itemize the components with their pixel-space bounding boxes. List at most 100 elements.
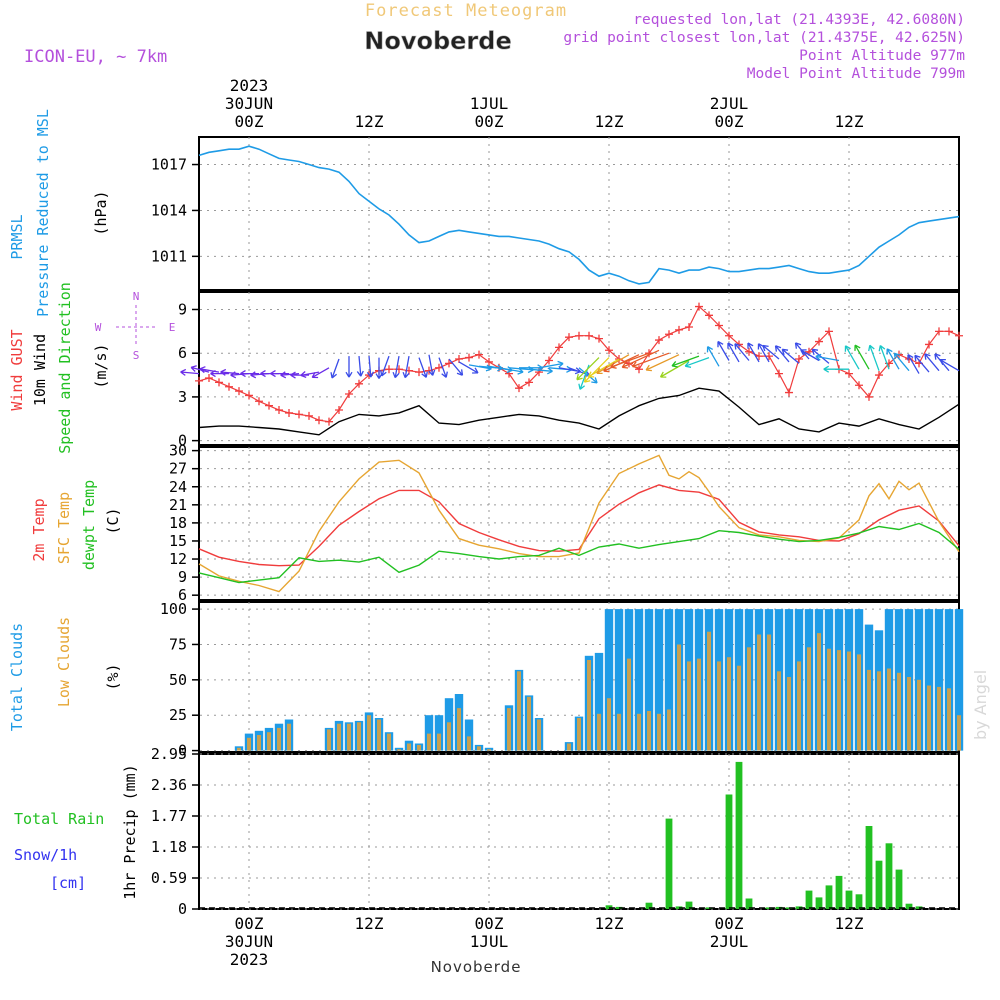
gust-marker: [825, 327, 833, 336]
bar-low-clouds: [867, 669, 871, 751]
bar-precip: [665, 818, 673, 909]
wind-arrow: [583, 357, 610, 383]
bar-total-clouds: [644, 609, 654, 751]
bar-low-clouds: [287, 723, 291, 751]
wind-arrow: [907, 354, 920, 374]
wind-arrow: [402, 355, 410, 379]
bar-low-clouds: [517, 671, 521, 751]
wind-arrow: [645, 354, 680, 372]
wind-arrow: [811, 348, 830, 364]
bar-total-clouds: [604, 609, 614, 751]
gust-marker: [855, 381, 863, 390]
bar-low-clouds: [367, 715, 371, 751]
y-tick-label: 3: [178, 388, 187, 406]
wind-arrow: [330, 358, 340, 379]
bar-low-clouds: [387, 733, 391, 751]
bar-low-clouds: [957, 715, 961, 751]
y-tick-label: 25: [169, 706, 187, 724]
bar-precip: [895, 869, 903, 909]
time-label-top: 12Z: [595, 112, 624, 131]
wind-arrow: [418, 357, 428, 378]
bar-low-clouds: [577, 718, 581, 751]
time-label-bottom: 12Z: [835, 914, 864, 933]
bar-precip: [805, 890, 813, 909]
bar-low-clouds: [477, 746, 481, 751]
gust-marker: [385, 365, 393, 374]
gust-marker: [565, 333, 573, 342]
time-label-top: 00Z: [715, 112, 744, 131]
bar-precip: [855, 894, 863, 909]
bar-low-clouds: [377, 719, 381, 751]
gust-marker: [295, 410, 303, 419]
wind-arrow: [356, 356, 364, 377]
bar-low-clouds: [717, 661, 721, 751]
wind-arrow: [621, 349, 660, 369]
bar-low-clouds: [587, 660, 591, 751]
y-tick-label: 1.77: [151, 807, 187, 825]
bar-precip: [745, 898, 753, 909]
gridpoint-coords: grid point closest lon,lat (21.4375E, 42…: [563, 30, 965, 46]
gust-marker: [555, 343, 563, 352]
y-tick-label: 0: [178, 900, 187, 918]
y-tick-label: 27: [169, 460, 187, 478]
y-tick-label: 6: [178, 586, 187, 604]
bar-low-clouds: [657, 713, 661, 751]
wind-arrow: [380, 355, 390, 377]
bar-total-clouds: [654, 609, 664, 751]
gust-marker: [415, 368, 423, 377]
gust-marker: [865, 392, 873, 401]
ylabel-2m-temp: 2m Temp: [30, 498, 48, 561]
wind-arrow: [428, 354, 436, 376]
bar-low-clouds: [797, 661, 801, 751]
bar-precip: [735, 761, 743, 909]
bar-low-clouds: [647, 711, 651, 751]
y-tick-label: 21: [169, 496, 187, 514]
gust-marker: [525, 378, 533, 387]
time-label-top: 00Z: [235, 112, 264, 131]
compass-n: N: [133, 290, 140, 303]
bar-low-clouds: [507, 708, 511, 751]
time-label-top: 12Z: [355, 112, 384, 131]
bar-low-clouds: [567, 743, 571, 751]
ylabel-gust: Wind GUST: [8, 329, 26, 410]
y-tick-label: 12: [169, 550, 187, 568]
bar-low-clouds: [327, 729, 331, 751]
gust-marker: [455, 355, 463, 364]
bar-precip: [865, 826, 873, 909]
series-line-prmsl: [198, 145, 960, 285]
gust-marker: [515, 384, 523, 393]
wind-arrow: [280, 371, 300, 379]
wind-arrow: [939, 358, 960, 372]
y-tick-label: 0: [178, 432, 187, 450]
time-label-bottom: 2JUL: [710, 932, 749, 951]
y-tick-label: 0.59: [151, 869, 187, 887]
gust-marker: [725, 331, 733, 340]
compass-w: W: [95, 321, 102, 334]
bar-low-clouds: [447, 722, 451, 751]
gust-marker: [255, 397, 263, 406]
wind-arrow: [800, 349, 820, 362]
gust-marker: [935, 327, 943, 336]
bar-total-clouds: [614, 609, 624, 751]
panel-wind: 0 3 6 9 Wind GUST 10m Wind Speed and Direction…: [8, 282, 963, 454]
bar-low-clouds: [257, 735, 261, 751]
model-altitude: Model Point Altitude 799m: [747, 66, 966, 82]
y-tick-label: 9: [178, 568, 187, 586]
bar-low-clouds: [857, 654, 861, 751]
ylabel-unit: (%): [104, 663, 122, 690]
y-tick-label: 1014: [151, 201, 187, 219]
series-line-dewpt: [198, 522, 960, 584]
wind-arrow: [311, 367, 330, 379]
watermark: by Angel: [971, 670, 990, 740]
wind-arrow: [684, 356, 710, 368]
gust-marker: [325, 417, 333, 426]
compass-rose-icon: [116, 305, 156, 347]
bar-precip: [825, 885, 833, 909]
bar-low-clouds: [427, 733, 431, 751]
gust-marker: [635, 365, 643, 374]
bar-total-clouds: [394, 747, 404, 751]
gust-marker: [195, 376, 203, 385]
y-tick-label: 1011: [151, 247, 187, 265]
y-tick-label: 1.18: [151, 838, 187, 856]
